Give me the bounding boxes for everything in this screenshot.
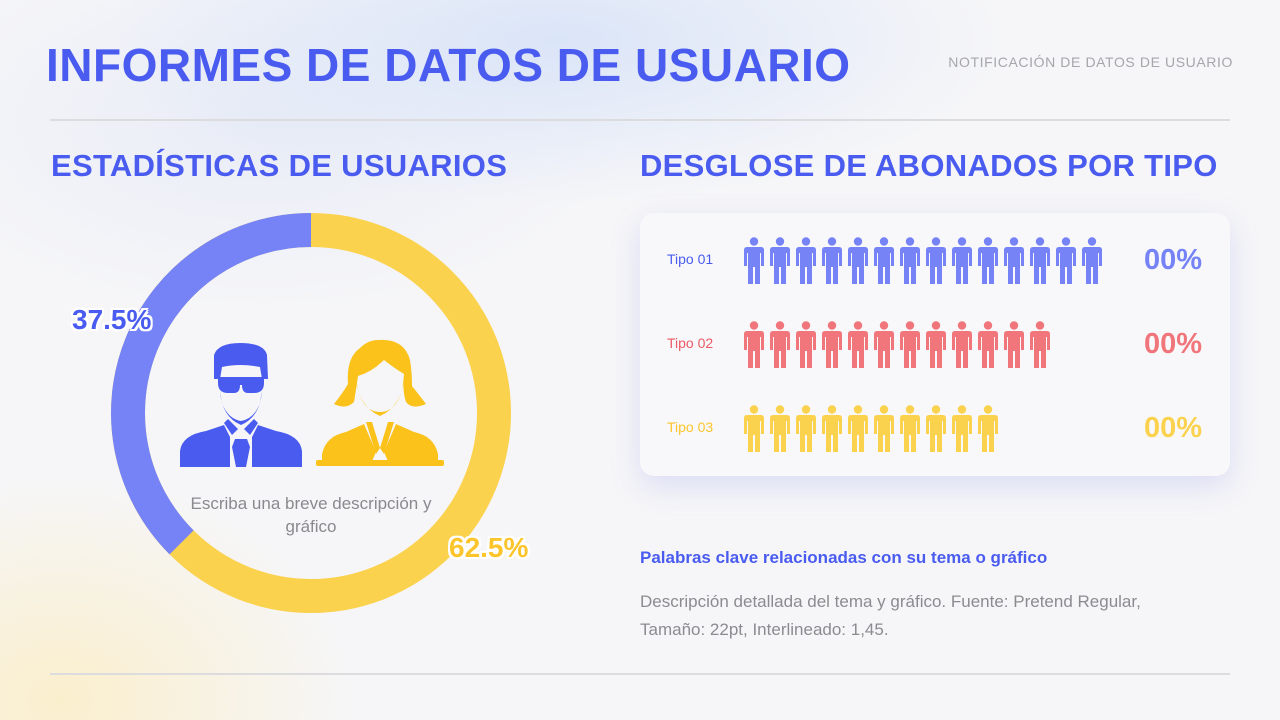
type-label: Tipo 02 <box>667 335 714 351</box>
page-subtitle: NOTIFICACIÓN DE DATOS DE USUARIO <box>948 54 1233 70</box>
type-percentage: 00% <box>1143 328 1202 360</box>
person-icon <box>796 321 816 368</box>
person-icon <box>1004 237 1024 284</box>
person-icon <box>744 321 764 368</box>
person-icon <box>926 237 946 284</box>
bottom-divider <box>50 673 1230 675</box>
man-with-sunglasses-icon <box>180 343 302 467</box>
person-icon <box>978 321 998 368</box>
male-percentage-label: 37.5% <box>72 304 152 335</box>
top-divider <box>50 119 1230 121</box>
person-icon <box>900 405 920 452</box>
person-icon <box>744 405 764 452</box>
person-icon <box>952 237 972 284</box>
person-icon <box>744 237 764 284</box>
person-icon <box>1056 237 1076 284</box>
user-stats-heading: ESTADÍSTICAS DE USUARIOS <box>51 148 508 183</box>
people-pictogram <box>744 405 998 453</box>
person-icon <box>822 321 842 368</box>
type-percentage: 00% <box>1143 412 1202 444</box>
type-percentage: 00% <box>1143 244 1202 276</box>
person-icon <box>770 321 790 368</box>
person-icon <box>900 237 920 284</box>
person-icon <box>1030 321 1050 368</box>
donut-segment-male <box>111 213 312 555</box>
person-icon <box>926 405 946 452</box>
woman-icon <box>316 339 444 466</box>
female-percentage-label: 62.5% <box>449 532 529 563</box>
person-icon <box>848 321 868 368</box>
type-label: Tipo 01 <box>667 251 714 267</box>
person-icon <box>874 321 894 368</box>
person-icon <box>978 237 998 284</box>
type-label: Tipo 03 <box>667 419 714 435</box>
person-icon <box>1004 321 1024 368</box>
person-icon <box>822 237 842 284</box>
type-row-3: Tipo 03 <box>640 403 1230 453</box>
donut-chart <box>111 213 511 613</box>
person-icon <box>1030 237 1050 284</box>
person-icon <box>926 321 946 368</box>
keywords-title: Palabras clave relacionadas con su tema … <box>640 548 1048 567</box>
person-icon <box>874 237 894 284</box>
pictogram-card: Tipo 01 <box>640 213 1230 476</box>
chart-center-description: Escriba una breve descripción y gráfico <box>190 494 432 536</box>
page-title: INFORMES DE DATOS DE USUARIO <box>46 39 851 91</box>
person-icon <box>848 405 868 452</box>
keywords-description: Descripción detallada del tema y gráfico… <box>640 592 1141 639</box>
person-icon <box>978 405 998 452</box>
person-icon <box>848 237 868 284</box>
person-icon <box>822 405 842 452</box>
type-row-2: Tipo 02 <box>640 319 1230 369</box>
person-icon <box>796 405 816 452</box>
person-icon <box>796 237 816 284</box>
person-icon <box>952 405 972 452</box>
people-pictogram <box>744 237 1102 285</box>
type-row-1: Tipo 01 <box>640 235 1230 285</box>
person-icon <box>1082 237 1102 284</box>
person-icon <box>770 405 790 452</box>
person-icon <box>770 237 790 284</box>
people-pictogram <box>744 321 1050 369</box>
person-icon <box>952 321 972 368</box>
subscriber-breakdown-heading: DESGLOSE DE ABONADOS POR TIPO <box>640 148 1218 183</box>
person-icon <box>874 405 894 452</box>
person-icon <box>900 321 920 368</box>
